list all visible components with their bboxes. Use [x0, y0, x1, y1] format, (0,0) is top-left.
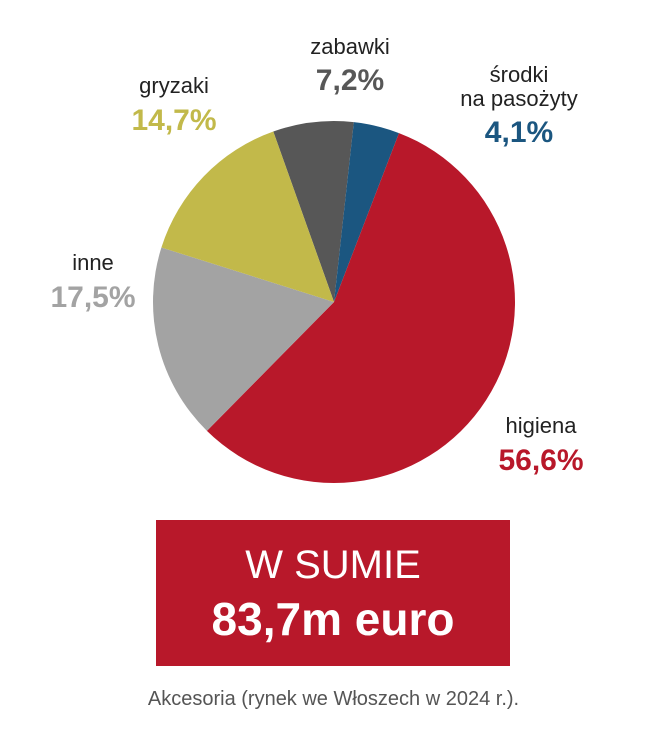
total-box: W SUMIE 83,7m euro [156, 520, 510, 666]
pie-slice-gryzaki [161, 131, 334, 302]
pie-slice-zabawki [273, 120, 354, 303]
slice-value-label: 7,2% [316, 64, 384, 97]
slice-value-label: 4,1% [485, 116, 553, 149]
slice-value-label: 17,5% [50, 281, 135, 314]
total-value: 83,7m euro [211, 593, 455, 645]
slice-name-label: gryzaki [139, 73, 209, 98]
chart-caption: Akcesoria (rynek we Włoszech w 2024 r.). [147, 688, 520, 710]
pie-slices [152, 120, 516, 484]
slice-name-label: zabawki [310, 34, 389, 59]
pie-slice-środki-na-pasożyty [334, 122, 399, 302]
slice-name-label: środki [490, 62, 549, 87]
pie-slice-higiena [206, 133, 516, 484]
slice-value-label: 56,6% [498, 444, 583, 477]
pie-slice-inne [152, 247, 334, 431]
total-heading: W SUMIE [245, 543, 421, 587]
slice-value-label: 14,7% [131, 104, 216, 137]
slice-name-label: higiena [506, 413, 578, 438]
slice-name-label: na pasożyty [460, 86, 577, 111]
slice-name-label: inne [72, 250, 114, 275]
